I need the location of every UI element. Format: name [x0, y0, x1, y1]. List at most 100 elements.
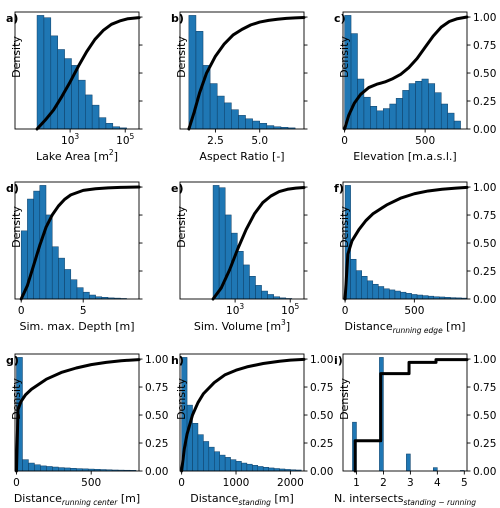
histogram-bar	[411, 294, 418, 300]
cumulative-frequency-line	[187, 15, 306, 131]
histogram-bar	[224, 457, 231, 472]
panel-letter: g)	[6, 354, 19, 367]
histogram-bar	[261, 290, 268, 300]
histogram-bar	[214, 451, 220, 472]
cumulative-frequency-line	[19, 185, 141, 301]
axes-frame	[179, 11, 305, 130]
x-tick-label: 5.0	[251, 135, 268, 147]
histogram-bar	[64, 269, 72, 300]
axes-frame	[342, 11, 468, 130]
histogram-bar	[216, 95, 225, 130]
histogram-bar	[394, 290, 401, 300]
panel-letter: a)	[6, 12, 18, 25]
x-tick-label: 103	[226, 302, 244, 317]
histogram-bar	[402, 90, 410, 130]
histogram-bars	[20, 185, 127, 300]
right-tick-label: 0.25	[310, 438, 333, 450]
panel-letter: i)	[334, 354, 343, 367]
histogram-bar	[383, 108, 390, 130]
x-tick-label: 0	[178, 477, 185, 489]
histogram-bar	[22, 459, 29, 472]
panel-b: 2.5 5.0 Aspect Ratio [-] Density b)	[171, 11, 308, 163]
x-axis-label: Aspect Ratio [-]	[199, 150, 284, 163]
panel-g: 0.00 0.25 0.50 0.75 1.00 0 500 Distancerunning …	[6, 353, 168, 507]
histogram-bar	[28, 462, 35, 472]
histogram-bar	[91, 104, 100, 130]
histogram-bar	[355, 270, 362, 300]
histogram-bar	[58, 467, 65, 472]
histogram-bar	[357, 78, 365, 130]
histogram-bar	[367, 280, 374, 300]
histogram-bar	[51, 246, 59, 300]
x-tick-label: 103	[61, 132, 79, 147]
x-tick-label: 2	[380, 477, 387, 489]
cumulative-frequency-line	[353, 358, 469, 473]
x-tick-label: 0	[342, 305, 349, 317]
histogram-bar	[237, 251, 244, 300]
panel-c: 0.000.250.500.751.00Cumulative frequency…	[334, 11, 496, 163]
histogram-bar	[440, 103, 448, 130]
x-tick-label: 500	[404, 305, 424, 317]
histogram-bar	[197, 434, 204, 472]
x-tick-label: 4	[434, 477, 441, 489]
histogram-bars	[36, 15, 127, 130]
right-tick-label: 0.25	[473, 438, 496, 450]
axes-frame	[179, 353, 305, 472]
axes-frame	[179, 181, 305, 300]
histogram-bar	[350, 33, 358, 130]
right-tick-label: 0.00	[473, 466, 496, 478]
x-axis-label: Distancerunning edge [m]	[345, 320, 466, 335]
histogram-bar	[76, 287, 84, 300]
histogram-bar	[421, 78, 429, 130]
histogram-bar	[363, 96, 371, 130]
histogram-bar	[262, 467, 269, 472]
histogram-bar	[58, 257, 65, 300]
right-tick-label: 0.75	[473, 210, 496, 222]
cumulative-frequency-line	[14, 358, 141, 473]
histogram-bar	[105, 123, 114, 130]
y-axis-label: Density	[175, 378, 188, 420]
histogram-bar	[267, 294, 274, 300]
x-tick-label: 500	[81, 477, 101, 489]
right-tick-label: 1.00	[310, 354, 333, 366]
right-tick-label: 0.75	[310, 382, 333, 394]
cumulative-frequency-line	[343, 15, 469, 131]
x-tick-label: 5	[80, 305, 87, 317]
panel-h: 0.00 0.25 0.50 0.75 1.00 0 1000 2000 Distancesta…	[171, 353, 333, 507]
right-tick-label: 0.50	[145, 410, 168, 422]
histogram-bar	[428, 83, 436, 130]
right-tick-label: 0.75	[145, 382, 168, 394]
histogram-bar	[433, 467, 438, 472]
axes-frame	[14, 11, 140, 130]
histogram-bar	[192, 423, 199, 472]
right-tick-label: 0.50	[473, 410, 496, 422]
right-tick-label: 0.50	[473, 68, 496, 80]
histogram-bars	[344, 15, 461, 130]
right-tick-label: 0.00	[473, 294, 496, 306]
histogram-bar	[36, 15, 45, 130]
y-axis-label: Density	[10, 206, 23, 248]
y-axis-label: Density	[338, 378, 351, 420]
histogram-bar	[209, 83, 218, 130]
panel-letter: b)	[171, 12, 184, 25]
x-tick-label: 1	[353, 477, 360, 489]
axes-frame	[342, 353, 468, 472]
x-axis-label: Distancerunning center [m]	[14, 492, 140, 507]
histogram-bars	[181, 357, 302, 472]
histogram-bar	[224, 214, 232, 300]
histogram-bar	[243, 264, 250, 300]
histogram-bar	[78, 79, 86, 130]
x-tick-label: 105	[281, 302, 299, 317]
right-tick-label: 0.00	[473, 124, 496, 136]
cumulative-frequency-line	[180, 357, 306, 473]
x-tick-label: 5	[461, 477, 468, 489]
histogram-bar	[422, 295, 429, 300]
histogram-bar	[259, 123, 268, 130]
panel-letter: d)	[6, 182, 19, 195]
y-axis-label: Density	[10, 378, 23, 420]
right-tick-label: 1.00	[473, 354, 496, 366]
histogram-bar	[245, 118, 253, 130]
x-tick-label: 0	[341, 135, 348, 147]
